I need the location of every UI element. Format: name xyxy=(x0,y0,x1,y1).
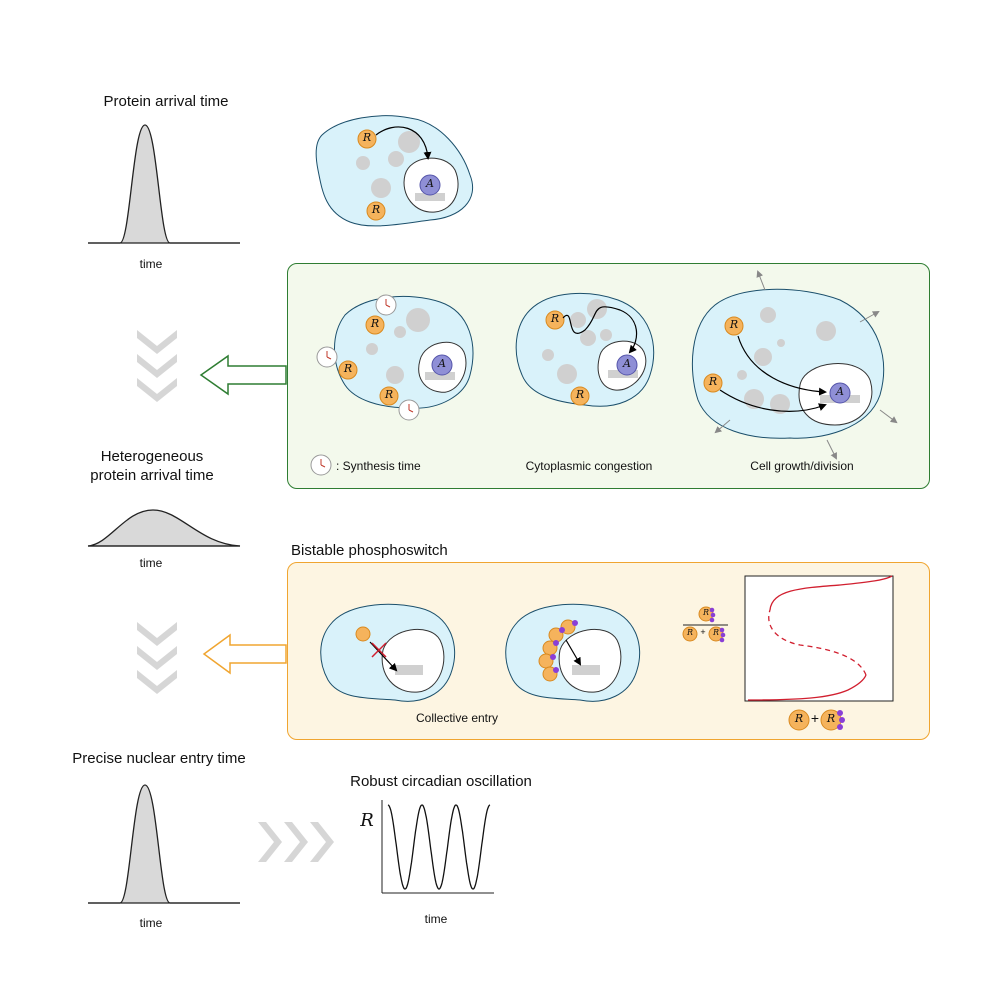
fraction-R-label: R xyxy=(702,608,710,617)
protein-R-label: R xyxy=(384,388,394,401)
activator-A-label: A xyxy=(438,357,446,370)
clock-icon-legend xyxy=(310,454,332,476)
narrow-distribution-plot xyxy=(88,124,240,244)
protein-R-label: R xyxy=(362,131,372,144)
clock-icon xyxy=(375,294,397,316)
activator-A-label: A xyxy=(623,357,631,370)
cytoplasmic-congestion-cell xyxy=(515,292,655,407)
cell-growth-division-cell xyxy=(691,270,898,460)
protein-R-label: R xyxy=(708,375,718,388)
protein-arrival-time-title: Protein arrival time xyxy=(103,93,229,110)
xaxis-plus-label: + xyxy=(810,710,820,726)
protein-R-label: R xyxy=(729,318,739,331)
heterogeneous-title-line1: Heterogeneous xyxy=(100,448,204,465)
oscillation-plot xyxy=(381,800,494,894)
synthesis-time-cell xyxy=(316,294,474,421)
cell-growth-division-label: Cell growth/division xyxy=(750,459,854,473)
time-axis-label: time xyxy=(139,257,163,271)
protein-R-label: R xyxy=(575,388,585,401)
activator-A-label: A xyxy=(836,385,844,398)
phospho-fraction-label xyxy=(682,606,728,643)
protein-R-label: R xyxy=(550,312,560,325)
clock-icon xyxy=(316,346,338,368)
orange-arrow-icon xyxy=(202,633,287,675)
oscillation-y-label: R xyxy=(360,810,374,831)
fraction-R-label: R xyxy=(712,628,720,637)
clock-icon xyxy=(398,399,420,421)
fraction-plus-label: + xyxy=(700,627,706,637)
cytoplasmic-congestion-label: Cytoplasmic congestion xyxy=(525,459,653,473)
oscillation-x-label: time xyxy=(424,912,448,926)
robust-circadian-title: Robust circadian oscillation xyxy=(350,773,532,790)
chevron-right-icon xyxy=(258,822,334,862)
collective-entry-cell xyxy=(505,603,641,702)
xaxis-R-label: R xyxy=(794,712,804,725)
top-cell xyxy=(315,115,474,227)
protein-R-label: R xyxy=(371,203,381,216)
time-axis-label: time xyxy=(139,916,163,930)
activator-A-label: A xyxy=(426,177,434,190)
synthesis-time-legend: : Synthesis time xyxy=(336,459,421,473)
bistability-plot xyxy=(744,575,894,702)
collective-entry-label: Collective entry xyxy=(415,711,499,725)
protein-R-label: R xyxy=(370,317,380,330)
chevron-down-icon-1 xyxy=(137,330,177,402)
chevron-down-icon-2 xyxy=(137,622,177,694)
precise-distribution-plot xyxy=(88,784,240,904)
wide-distribution-plot xyxy=(87,509,241,547)
bistable-phosphoswitch-title: Bistable phosphoswitch xyxy=(291,542,448,559)
time-axis-label: time xyxy=(139,556,163,570)
protein-R-label: R xyxy=(343,362,353,375)
fraction-R-label: R xyxy=(686,628,694,637)
xaxis-R-label: R xyxy=(826,712,836,725)
heterogeneous-title-line2: protein arrival time xyxy=(90,467,214,484)
blocked-entry-cell xyxy=(320,603,456,702)
green-arrow-icon xyxy=(199,354,287,396)
total-protein-label xyxy=(788,709,845,731)
precise-nuclear-entry-title: Precise nuclear entry time xyxy=(72,750,246,767)
